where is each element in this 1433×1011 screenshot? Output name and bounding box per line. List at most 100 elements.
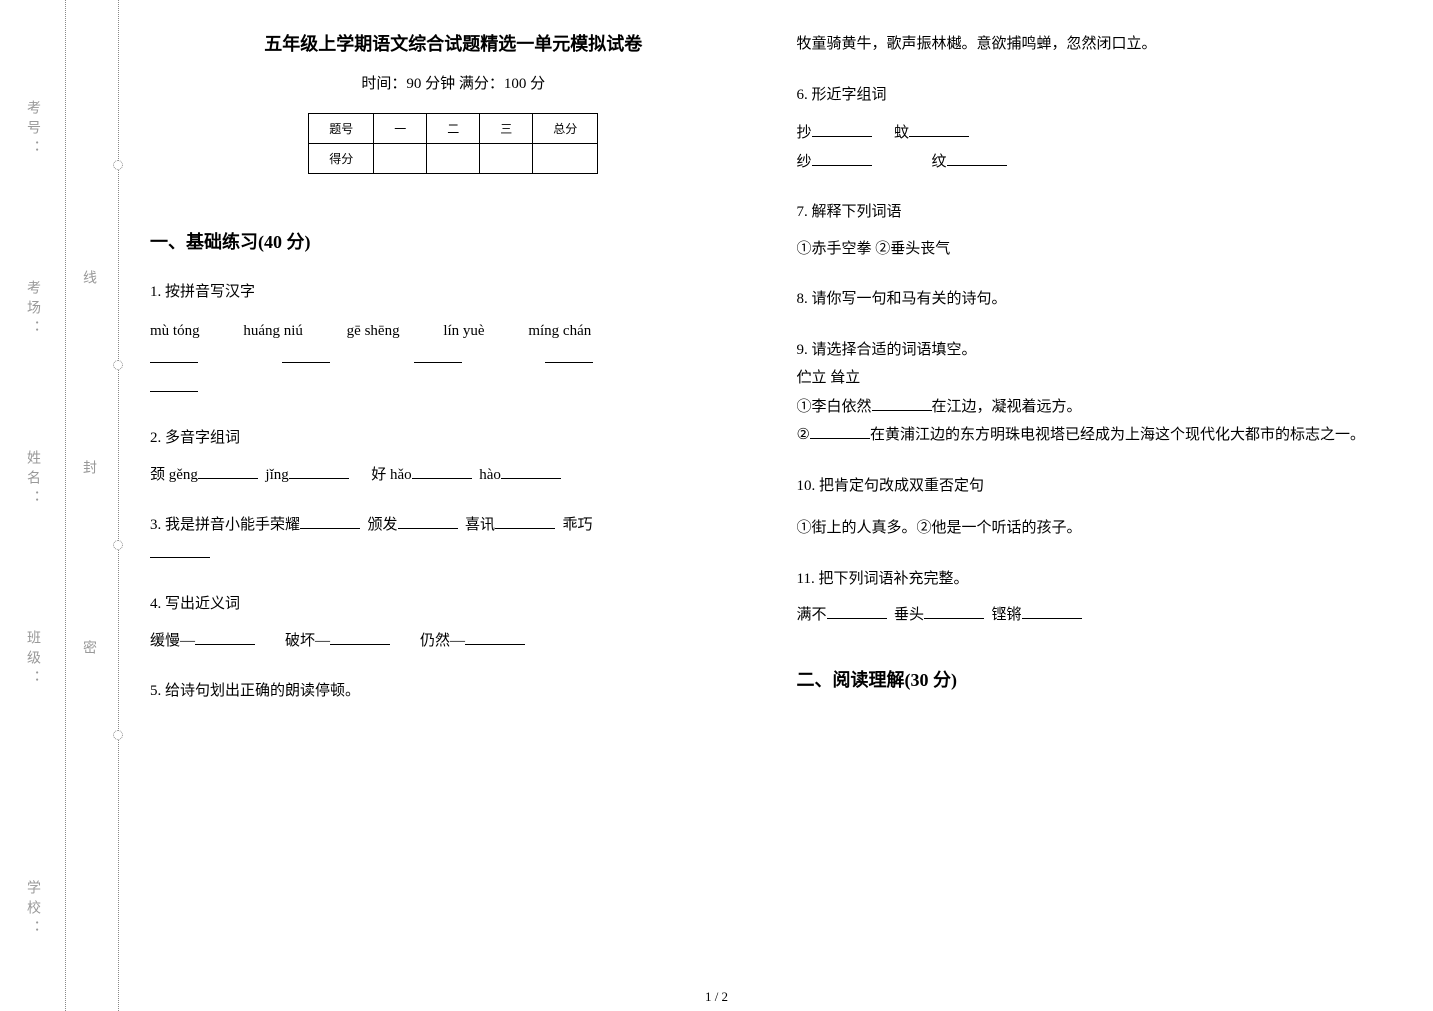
answer-blank [812, 151, 872, 166]
question-1: 1. 按拼音写汉字 mù tóng huáng niú gē shēng lín… [150, 278, 757, 402]
answer-blank [412, 464, 472, 479]
question-stem: 8. 请你写一句和马有关的诗句。 [797, 291, 1007, 307]
question-stem: 4. 写出近义词 [150, 590, 757, 619]
answer-blank [282, 348, 330, 363]
binding-inner-mi: 密 [78, 640, 98, 660]
question-line: 抄 蚊 [797, 119, 1404, 148]
q3-word: 喜讯 [465, 517, 495, 533]
answer-blank [909, 122, 969, 137]
answer-blank [924, 604, 984, 619]
question-4: 4. 写出近义词 缓慢— 破坏— 仍然— [150, 590, 757, 655]
score-header: 题号 [309, 114, 374, 144]
answer-blank [810, 424, 870, 439]
q2-word: jǐng [265, 467, 288, 483]
answer-blank [330, 630, 390, 645]
table-row: 得分 [309, 144, 598, 174]
exam-title: 五年级上学期语文综合试题精选一单元模拟试卷 [150, 30, 757, 56]
answer-blank [545, 348, 593, 363]
answer-blanks-row [150, 345, 757, 402]
q2-word: 好 hǎo [371, 467, 411, 483]
circle-mark [113, 730, 123, 740]
q4-word: 缓慢— [150, 633, 195, 649]
question-stem: 6. 形近字组词 [797, 81, 1404, 110]
question-stem: 9. 请选择合适的词语填空。 [797, 336, 1404, 365]
answer-blank [1022, 604, 1082, 619]
answer-blank [495, 514, 555, 529]
question-line: 颈 gěng jǐng 好 hǎo hào [150, 461, 757, 490]
circle-mark [113, 360, 123, 370]
question-9: 9. 请选择合适的词语填空。 伫立 耸立 ①李白依然在江边，凝视着远方。 ②在黄… [797, 336, 1404, 450]
binding-label-xingming: 姓名： [22, 450, 42, 510]
answer-blank [827, 604, 887, 619]
question-stem: 3. 我是拼音小能手荣耀 [150, 517, 300, 533]
pinyin-item: lín yuè [443, 317, 484, 346]
score-cell [374, 144, 427, 174]
binding-inner-feng: 封 [78, 460, 98, 480]
binding-label-kaohao: 考号： [22, 100, 42, 160]
q6-word: 抄 [797, 125, 812, 141]
q3-word: 乖巧 [563, 517, 593, 533]
page-number: 1 / 2 [705, 989, 728, 1005]
answer-blank [150, 348, 198, 363]
question-8: 8. 请你写一句和马有关的诗句。 [797, 285, 1404, 314]
section-2-heading: 二、阅读理解(30 分) [797, 666, 1404, 692]
question-stem: 1. 按拼音写汉字 [150, 278, 757, 307]
score-header: 总分 [533, 114, 598, 144]
binding-label-kaochang: 考场： [22, 280, 42, 340]
circle-mark [113, 540, 123, 550]
column-right: 牧童骑黄牛，歌声振林樾。意欲捕鸣蝉，忽然闭口立。 6. 形近字组词 抄 蚊 纱 … [797, 30, 1404, 981]
question-line: 纱 纹 [797, 148, 1404, 177]
q4-word: 仍然— [420, 633, 465, 649]
question-line: ①李白依然在江边，凝视着远方。 [797, 393, 1404, 422]
pinyin-item: míng chán [528, 317, 591, 346]
answer-blank [465, 630, 525, 645]
q9-text: ② [797, 427, 810, 443]
q9-options: 伫立 耸立 [797, 364, 1404, 393]
binding-inner-xian: 线 [78, 270, 98, 290]
question-line: 满不 垂头 铿锵 [797, 601, 1404, 630]
question-stem: 5. 给诗句划出正确的朗读停顿。 [150, 683, 360, 699]
score-row-label: 得分 [309, 144, 374, 174]
score-header: 三 [480, 114, 533, 144]
q4-word: 破坏— [285, 633, 330, 649]
question-7: 7. 解释下列词语 ①赤手空拳 ②垂头丧气 [797, 198, 1404, 263]
answer-blank [872, 396, 932, 411]
q11-word: 满不 [797, 607, 827, 623]
question-line: 缓慢— 破坏— 仍然— [150, 627, 757, 656]
circle-mark [113, 160, 123, 170]
score-cell [480, 144, 533, 174]
answer-blank [398, 514, 458, 529]
q9-text: 在江边，凝视着远方。 [932, 399, 1082, 415]
dotted-line-inner [65, 0, 66, 1011]
question-3: 3. 我是拼音小能手荣耀 颁发 喜讯 乖巧 [150, 511, 757, 568]
question-stem: 2. 多音字组词 [150, 424, 757, 453]
answer-blank [501, 464, 561, 479]
pinyin-item: gē shēng [347, 317, 400, 346]
answer-blank [195, 630, 255, 645]
q11-word: 垂头 [894, 607, 924, 623]
question-line: ②在黄浦江边的东方明珠电视塔已经成为上海这个现代化大都市的标志之一。 [797, 421, 1404, 450]
score-cell [533, 144, 598, 174]
q3-word: 颁发 [368, 517, 398, 533]
pinyin-row: mù tóng huáng niú gē shēng lín yuè míng … [150, 317, 757, 346]
question-5: 5. 给诗句划出正确的朗读停顿。 [150, 677, 757, 706]
question-6: 6. 形近字组词 抄 蚊 纱 纹 [797, 81, 1404, 177]
question-line: ①赤手空拳 ②垂头丧气 [797, 235, 1404, 264]
question-10: 10. 把肯定句改成双重否定句 ①街上的人真多。②他是一个听话的孩子。 [797, 472, 1404, 543]
q6-word: 蚊 [894, 125, 909, 141]
answer-blank [289, 464, 349, 479]
question-5-line: 牧童骑黄牛，歌声振林樾。意欲捕鸣蝉，忽然闭口立。 [797, 30, 1404, 59]
q6-word: 纱 [797, 154, 812, 170]
answer-blank [198, 464, 258, 479]
answer-blank [300, 514, 360, 529]
pinyin-item: mù tóng [150, 317, 200, 346]
q11-word: 铿锵 [992, 607, 1022, 623]
question-11: 11. 把下列词语补充完整。 满不 垂头 铿锵 [797, 565, 1404, 630]
poem-line: 牧童骑黄牛，歌声振林樾。意欲捕鸣蝉，忽然闭口立。 [797, 36, 1157, 52]
score-table: 题号 一 二 三 总分 得分 [308, 113, 598, 174]
answer-blank [150, 377, 198, 392]
binding-label-banji: 班级： [22, 630, 42, 690]
page-content: 五年级上学期语文综合试题精选一单元模拟试卷 时间：90 分钟 满分：100 分 … [150, 30, 1403, 981]
answer-blank [947, 151, 1007, 166]
binding-strip: 考号： 考场： 姓名： 班级： 学校： 线 封 密 [0, 0, 130, 1011]
